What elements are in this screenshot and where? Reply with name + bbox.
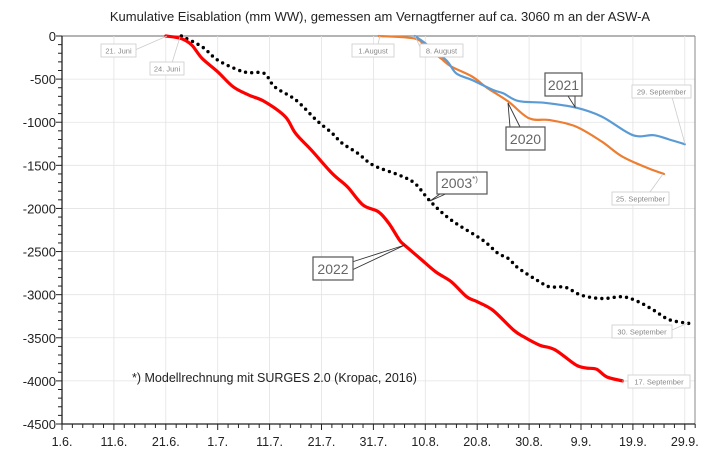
y-tick-label: -1000 — [23, 115, 56, 130]
x-tick-label: 21.7. — [308, 435, 336, 449]
y-tick-label: -4500 — [23, 417, 56, 432]
point-label-start-2003: 24. Juni — [149, 36, 185, 76]
svg-text:2020: 2020 — [510, 131, 541, 147]
svg-text:30. September: 30. September — [617, 328, 667, 337]
svg-text:24. Juni: 24. Juni — [154, 65, 181, 74]
point-label-start-2022: 21. Juni — [100, 35, 168, 58]
y-tick-label: -2000 — [23, 201, 56, 216]
svg-text:1.August: 1.August — [358, 47, 389, 56]
y-tick-label: -3500 — [23, 331, 56, 346]
y-tick-label: -4000 — [23, 374, 56, 389]
x-tick-label: 31.7. — [359, 435, 387, 449]
footnote: *) Modellrechnung mit SURGES 2.0 (Kropac… — [132, 371, 417, 385]
svg-text:29. September: 29. September — [637, 88, 687, 97]
x-tick-label: 29.9. — [671, 435, 699, 449]
point-label-start-2021: 8. August — [414, 35, 464, 58]
x-tick-label: 9.9. — [571, 435, 592, 449]
x-tick-label: 21.6. — [152, 435, 180, 449]
svg-text:17. September: 17. September — [634, 378, 684, 387]
callout-2021: 2021 — [544, 72, 583, 109]
x-tick-label: 19.9. — [619, 435, 647, 449]
x-tick-label: 11.7. — [256, 435, 283, 449]
callout-2022: 2022 — [312, 244, 406, 281]
svg-text:25. September: 25. September — [616, 195, 666, 204]
series-line-2022 — [164, 34, 625, 383]
series-line-2021 — [413, 34, 686, 146]
chart-title: Kumulative Eisablation (mm WW), gemessen… — [110, 9, 651, 24]
axes: 0 -500 -1000 -1500 -2000 -2500 -3000 -3500 -4000… — [23, 29, 699, 449]
y-tick-label: -1500 — [23, 158, 56, 173]
point-label-end-2020: 25. September — [611, 173, 670, 206]
svg-text:8. August: 8. August — [426, 47, 458, 56]
x-tick-label: 20.8. — [463, 435, 491, 449]
x-tick-label: 1.7. — [207, 435, 228, 449]
x-tick-label: 30.8. — [515, 435, 543, 449]
x-tick-label: 1.6. — [52, 435, 73, 449]
svg-text:21. Juni: 21. Juni — [105, 47, 132, 56]
x-tick-label: 10.8. — [411, 435, 439, 449]
series-line-2003 — [179, 34, 692, 326]
callout-2020: 2020 — [505, 102, 546, 151]
y-tick-label: -2500 — [23, 245, 56, 260]
point-label-end-2022: 17. September — [622, 374, 691, 389]
x-tick-label: 11.6. — [100, 435, 127, 449]
svg-text:2003*): 2003*) — [441, 175, 478, 191]
svg-text:2022: 2022 — [317, 261, 348, 277]
point-label-end-2021: 29. September — [631, 84, 692, 145]
grid — [62, 35, 695, 425]
svg-text:2021: 2021 — [548, 77, 579, 93]
point-label-end-2003: 30. September — [611, 322, 689, 339]
point-label-start-2020: 1.August — [351, 35, 395, 58]
y-tick-label: -3000 — [23, 288, 56, 303]
y-tick-label: 0 — [49, 29, 56, 44]
callout-2003: 2003*) — [429, 171, 488, 202]
y-tick-label: -500 — [30, 72, 56, 87]
